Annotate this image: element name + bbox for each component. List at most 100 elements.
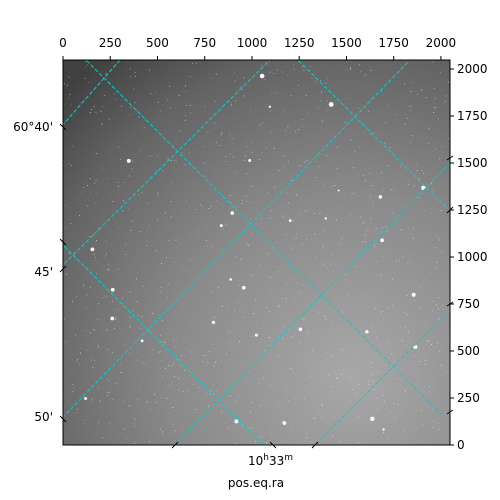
star [170, 216, 172, 218]
star [282, 337, 283, 339]
star [430, 272, 431, 274]
star [213, 392, 215, 394]
star [424, 324, 426, 326]
star [89, 112, 91, 113]
star [396, 221, 398, 223]
star [424, 363, 426, 365]
star [108, 391, 110, 393]
star [251, 274, 253, 276]
star [405, 390, 406, 392]
star [222, 306, 224, 307]
star [167, 158, 169, 160]
star [189, 259, 191, 261]
star [245, 155, 247, 157]
star [134, 442, 136, 444]
star [130, 230, 132, 231]
star [354, 409, 356, 411]
star [221, 131, 223, 133]
star [88, 81, 90, 83]
star [245, 140, 247, 142]
star [395, 261, 397, 263]
star [287, 202, 289, 204]
star [126, 438, 128, 440]
star [93, 253, 95, 255]
star [340, 242, 342, 244]
star [234, 80, 236, 82]
star [298, 292, 300, 294]
star [139, 231, 141, 233]
star [434, 107, 436, 109]
star [395, 418, 397, 420]
star [134, 425, 136, 427]
star [175, 139, 177, 141]
star [422, 423, 424, 425]
star [219, 145, 221, 147]
star [86, 184, 88, 186]
star [100, 109, 101, 111]
star [161, 360, 163, 362]
star [185, 269, 187, 271]
star [91, 359, 92, 361]
star [238, 394, 240, 396]
star [67, 84, 69, 86]
star [439, 239, 440, 241]
star [235, 443, 237, 445]
star [277, 404, 279, 406]
star [282, 421, 287, 425]
star [149, 69, 151, 71]
star [139, 327, 141, 329]
star [131, 168, 133, 170]
star [117, 186, 119, 187]
star [208, 351, 210, 353]
star [215, 200, 217, 201]
y-pixel-tick-label: 750 [457, 297, 480, 311]
star [413, 185, 415, 187]
star [153, 394, 155, 395]
star [284, 326, 285, 328]
star [301, 318, 302, 320]
star [89, 235, 90, 237]
star [435, 148, 437, 150]
star [383, 431, 384, 433]
star [136, 359, 138, 361]
star [103, 168, 105, 170]
star [264, 79, 266, 81]
star [85, 60, 87, 62]
star [404, 157, 406, 159]
y-pixel-tick-label: 500 [457, 344, 480, 358]
star [234, 71, 235, 73]
star [229, 195, 231, 197]
star [411, 104, 413, 106]
star [224, 423, 226, 424]
star [330, 386, 332, 388]
star [132, 160, 134, 162]
star [116, 382, 118, 384]
star [421, 169, 423, 171]
star [409, 106, 411, 108]
star [317, 166, 319, 168]
star [402, 255, 404, 257]
star [70, 103, 72, 105]
star [238, 284, 240, 286]
star [105, 240, 107, 242]
star [162, 433, 164, 435]
star [325, 318, 327, 320]
star [349, 97, 351, 99]
star [207, 361, 209, 363]
star [236, 171, 238, 173]
star [226, 223, 228, 225]
star [163, 342, 165, 344]
star [306, 333, 308, 335]
star [217, 404, 219, 406]
star [220, 411, 222, 413]
star [122, 372, 124, 374]
star [259, 124, 261, 126]
star [173, 261, 175, 263]
star [351, 192, 353, 194]
star [69, 253, 71, 255]
star [437, 422, 439, 424]
star [411, 292, 416, 297]
star [428, 127, 430, 129]
star [176, 338, 178, 339]
star [107, 378, 109, 380]
